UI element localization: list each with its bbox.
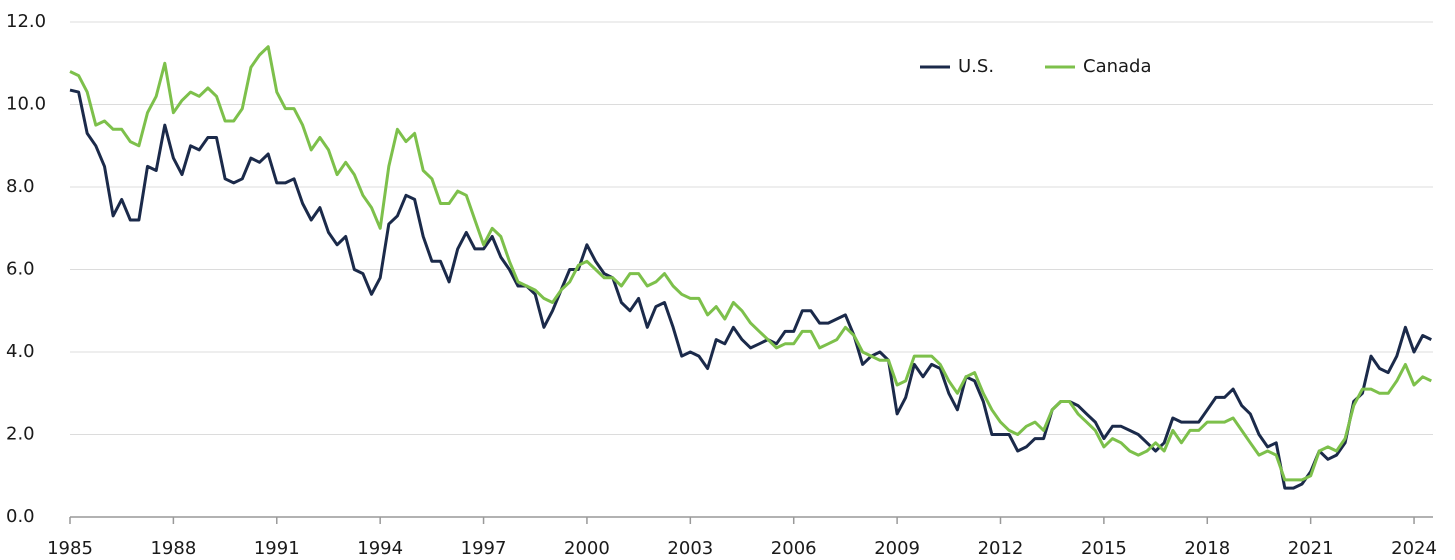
x-tick-label: 2024 xyxy=(1391,538,1437,559)
y-tick-label: 4.0 xyxy=(6,341,35,362)
y-tick-label: 0.0 xyxy=(6,506,35,527)
x-tick-label: 2021 xyxy=(1288,538,1334,559)
x-tick-label: 1985 xyxy=(47,538,93,559)
y-tick-label: 10.0 xyxy=(6,94,46,115)
x-tick-label: 2012 xyxy=(978,538,1024,559)
x-tick-label: 2000 xyxy=(564,538,610,559)
legend-label: U.S. xyxy=(958,56,994,77)
x-tick-label: 2015 xyxy=(1081,538,1127,559)
x-tick-label: 2006 xyxy=(771,538,817,559)
x-tick-label: 1997 xyxy=(461,538,507,559)
y-tick-label: 6.0 xyxy=(6,259,35,280)
legend-label: Canada xyxy=(1083,56,1152,77)
series-line xyxy=(69,45,1432,482)
x-tick-label: 1994 xyxy=(357,538,403,559)
y-tick-label: 12.0 xyxy=(6,11,46,32)
x-tick-label: 2009 xyxy=(874,538,920,559)
y-tick-label: 2.0 xyxy=(6,424,35,445)
series-line xyxy=(69,88,1432,490)
x-tick-label: 2018 xyxy=(1184,538,1230,559)
x-tick-label: 1988 xyxy=(150,538,196,559)
x-tick-label: 2003 xyxy=(667,538,713,559)
x-tick-label: 1991 xyxy=(254,538,300,559)
y-tick-label: 8.0 xyxy=(6,176,35,197)
